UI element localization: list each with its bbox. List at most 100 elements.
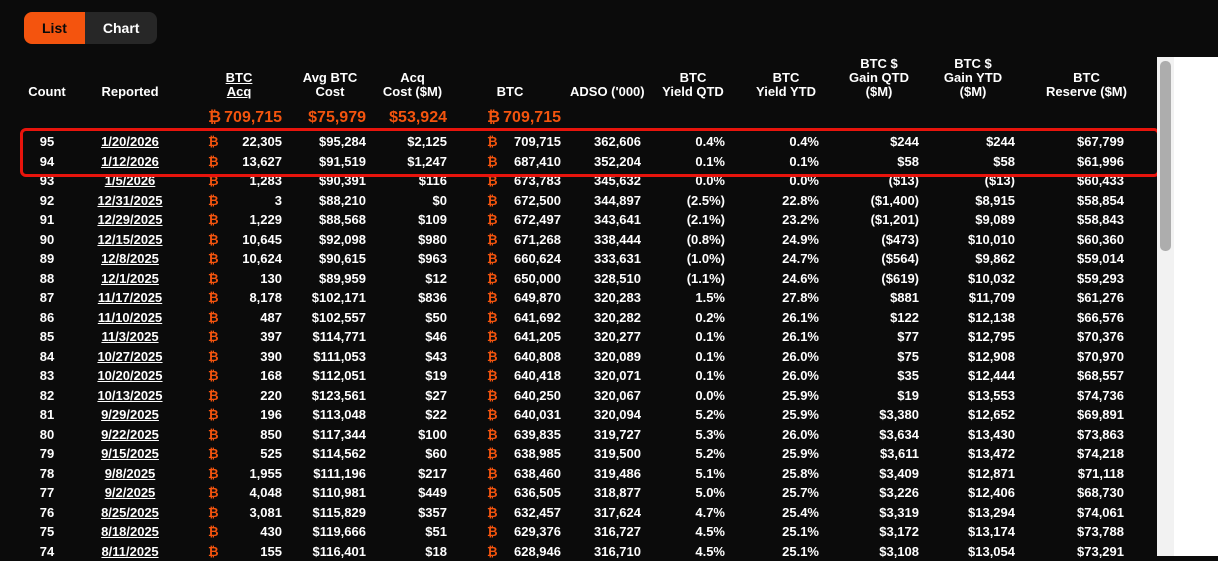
- cell-btc-reserve: $73,291: [1021, 542, 1152, 561]
- cell-acq-cost: $27: [372, 386, 453, 406]
- date-link[interactable]: 9/2/2025: [105, 485, 156, 500]
- date-link[interactable]: 1/20/2026: [101, 134, 159, 149]
- date-link[interactable]: 12/29/2025: [97, 212, 162, 227]
- cell-btc-gain-qtd: ($564): [833, 249, 925, 269]
- cell-btc-yield-ytd: 0.4%: [739, 132, 833, 152]
- cell-avg-btc-cost: $114,562: [288, 444, 372, 464]
- cell-avg-btc-cost: $90,615: [288, 249, 372, 269]
- cell-acq-cost: $60: [372, 444, 453, 464]
- cell-reported: 9/15/2025: [70, 444, 190, 464]
- date-link[interactable]: 12/1/2025: [101, 271, 159, 286]
- btc-icon: ₿: [487, 349, 498, 364]
- cell-avg-btc-cost: $110,981: [288, 483, 372, 503]
- col-header-count[interactable]: Count: [24, 57, 70, 104]
- cell-btc-yield-ytd: 25.1%: [739, 542, 833, 561]
- cell-btc-gain-ytd: $12,138: [925, 308, 1021, 328]
- date-link[interactable]: 1/12/2026: [101, 154, 159, 169]
- date-link[interactable]: 11/10/2025: [98, 310, 162, 325]
- date-link[interactable]: 1/5/2026: [105, 173, 156, 188]
- date-link[interactable]: 8/25/2025: [101, 505, 159, 520]
- cell-btc-yield-ytd: 25.9%: [739, 405, 833, 425]
- cell-adso: 344,897: [567, 191, 647, 211]
- cell-btc-acq: ₿3,081: [190, 503, 288, 523]
- cell-btc-yield-qtd: 5.0%: [647, 483, 739, 503]
- cell-avg-btc-cost: $89,959: [288, 269, 372, 289]
- cell-btc-gain-qtd: $244: [833, 132, 925, 152]
- date-link[interactable]: 12/8/2025: [101, 251, 159, 266]
- cell-btc-total: ₿671,268: [453, 230, 567, 250]
- cell-acq-cost: $217: [372, 464, 453, 484]
- view-toggle: List Chart: [24, 12, 157, 44]
- date-link[interactable]: 12/15/2025: [97, 232, 162, 247]
- cell-acq-cost: $963: [372, 249, 453, 269]
- cell-btc-gain-qtd: $35: [833, 366, 925, 386]
- btc-icon: ₿: [487, 427, 498, 442]
- col-header-reported[interactable]: Reported: [70, 57, 190, 104]
- btc-icon: ₿: [208, 109, 221, 127]
- date-link[interactable]: 9/8/2025: [105, 466, 156, 481]
- btc-icon: ₿: [487, 544, 498, 559]
- cell-adso: 345,632: [567, 171, 647, 191]
- col-header-btc-gain-ytd[interactable]: BTC $Gain YTD($M): [925, 57, 1021, 104]
- cell-reported: 8/25/2025: [70, 503, 190, 523]
- cell-reported: 9/29/2025: [70, 405, 190, 425]
- col-header-btc[interactable]: BTC: [453, 57, 567, 104]
- cell-btc-gain-qtd: $3,226: [833, 483, 925, 503]
- btc-icon: ₿: [208, 212, 219, 227]
- cell-btc-acq: ₿4,048: [190, 483, 288, 503]
- cell-count: 78: [24, 464, 70, 484]
- date-link[interactable]: 12/31/2025: [97, 193, 162, 208]
- list-button[interactable]: List: [24, 12, 85, 44]
- date-link[interactable]: 8/18/2025: [101, 524, 159, 539]
- date-link[interactable]: 9/15/2025: [101, 446, 159, 461]
- cell-btc-yield-qtd: 0.2%: [647, 308, 739, 328]
- cell-btc-gain-ytd: $9,089: [925, 210, 1021, 230]
- date-link[interactable]: 10/13/2025: [97, 388, 162, 403]
- date-link[interactable]: 8/11/2025: [101, 544, 158, 559]
- btc-icon: ₿: [487, 524, 498, 539]
- cell-btc-gain-ytd: $12,406: [925, 483, 1021, 503]
- col-header-btc-gain-qtd[interactable]: BTC $Gain QTD($M): [833, 57, 925, 104]
- date-link[interactable]: 9/29/2025: [101, 407, 159, 422]
- cell-btc-yield-ytd: 25.8%: [739, 464, 833, 484]
- cell-avg-btc-cost: $123,561: [288, 386, 372, 406]
- cell-btc-reserve: $60,360: [1021, 230, 1152, 250]
- cell-adso: 320,089: [567, 347, 647, 367]
- cell-btc-yield-ytd: 27.8%: [739, 288, 833, 308]
- cell-reported: 12/29/2025: [70, 210, 190, 230]
- cell-btc-gain-ytd: $11,709: [925, 288, 1021, 308]
- scrollbar-thumb[interactable]: [1160, 61, 1171, 251]
- date-link[interactable]: 10/27/2025: [97, 349, 162, 364]
- cell-reported: 12/31/2025: [70, 191, 190, 211]
- cell-count: 76: [24, 503, 70, 523]
- cell-btc-yield-ytd: 0.0%: [739, 171, 833, 191]
- cell-reported: 1/20/2026: [70, 132, 190, 152]
- cell-btc-gain-ytd: $13,054: [925, 542, 1021, 561]
- cell-acq-cost: $449: [372, 483, 453, 503]
- cell-btc-reserve: $58,854: [1021, 191, 1152, 211]
- date-link[interactable]: 11/3/2025: [101, 329, 158, 344]
- col-header-adso[interactable]: ADSO ('000): [567, 57, 647, 104]
- cell-btc-gain-ytd: $13,553: [925, 386, 1021, 406]
- chart-button[interactable]: Chart: [85, 12, 158, 44]
- cell-acq-cost: $100: [372, 425, 453, 445]
- cell-count: 79: [24, 444, 70, 464]
- cell-btc-acq: ₿130: [190, 269, 288, 289]
- cell-adso: 320,067: [567, 386, 647, 406]
- cell-btc-reserve: $73,788: [1021, 522, 1152, 542]
- cell-btc-gain-ytd: $12,444: [925, 366, 1021, 386]
- btc-icon: ₿: [487, 193, 498, 208]
- date-link[interactable]: 10/20/2025: [97, 368, 162, 383]
- cell-btc-yield-qtd: 0.1%: [647, 366, 739, 386]
- date-link[interactable]: 9/22/2025: [101, 427, 159, 442]
- date-link[interactable]: 11/17/2025: [98, 290, 162, 305]
